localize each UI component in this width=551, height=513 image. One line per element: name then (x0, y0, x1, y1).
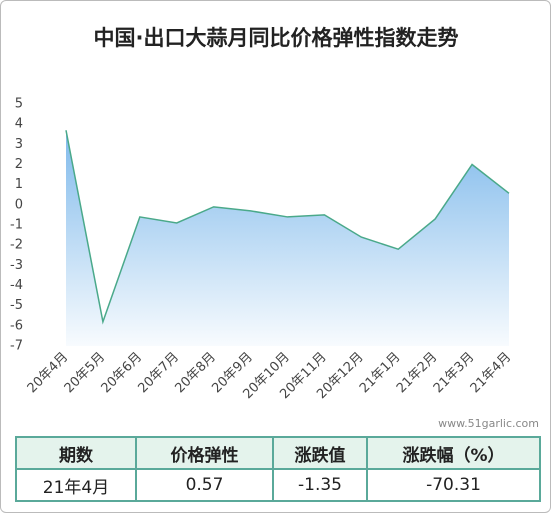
table-cell: 0.57 (135, 468, 274, 502)
chart-title: 中国·出口大蒜月同比价格弹性指数走势 (94, 26, 459, 50)
y-tick-label: -3 (10, 258, 23, 273)
y-tick-label: -6 (10, 318, 23, 333)
y-tick-label: 5 (15, 97, 23, 112)
table-cell: -70.31 (366, 468, 541, 502)
y-tick-label: 0 (15, 197, 23, 212)
table-header: 涨跌幅（%） (366, 436, 541, 470)
table-header: 价格弹性 (135, 436, 274, 470)
table-cell: 21年4月 (15, 468, 137, 502)
y-tick-label: 1 (15, 177, 23, 192)
y-tick-label: 3 (15, 137, 23, 152)
x-tick-label: 21年4月 (468, 350, 515, 397)
data-table: 期数 价格弹性 涨跌值 涨跌幅（%） 21年4月 0.57 -1.35 -70.… (15, 436, 541, 502)
area-fill (66, 130, 509, 346)
y-tick-label: -2 (10, 238, 23, 253)
y-tick-label: 2 (15, 157, 23, 172)
line (65, 130, 510, 325)
y-tick-label: 4 (15, 117, 23, 132)
watermark: www.51garlic.com (438, 417, 539, 430)
y-tick-label: -5 (10, 298, 23, 313)
table-cell: -1.35 (272, 468, 368, 502)
table-header: 期数 (15, 436, 137, 470)
y-tick-label: -1 (10, 218, 23, 233)
y-tick-label: -7 (10, 339, 23, 354)
chart: 中国·出口大蒜月同比价格弹性指数走势 www.51garlic.com -7 -6… (10, 26, 539, 430)
y-tick-label: -4 (10, 278, 23, 293)
table-header: 涨跌值 (272, 436, 368, 470)
